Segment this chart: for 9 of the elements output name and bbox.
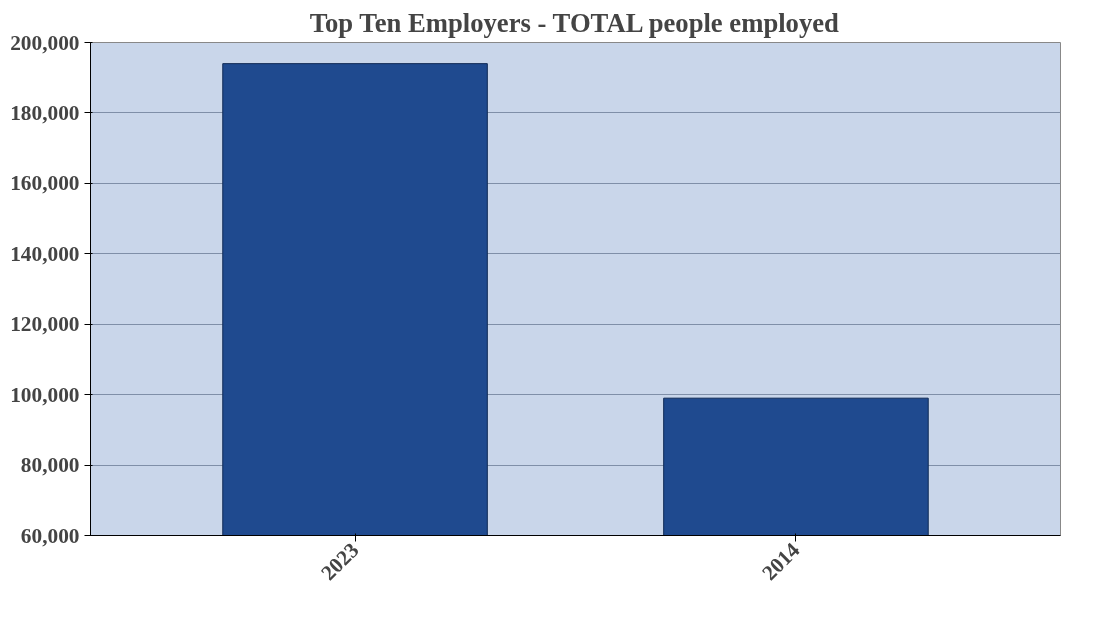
y-tick-label: 80,000 bbox=[20, 453, 80, 478]
y-tick-label: 140,000 bbox=[10, 241, 80, 266]
chart-title: Top Ten Employers - TOTAL people employed bbox=[309, 7, 840, 38]
y-tick-label: 160,000 bbox=[10, 171, 80, 196]
y-tick-label: 60,000 bbox=[20, 523, 80, 548]
y-tick-label: 120,000 bbox=[10, 312, 80, 337]
y-tick-label: 100,000 bbox=[10, 382, 80, 407]
y-tick-label: 180,000 bbox=[10, 100, 80, 125]
y-tick-label: 200,000 bbox=[10, 30, 80, 55]
